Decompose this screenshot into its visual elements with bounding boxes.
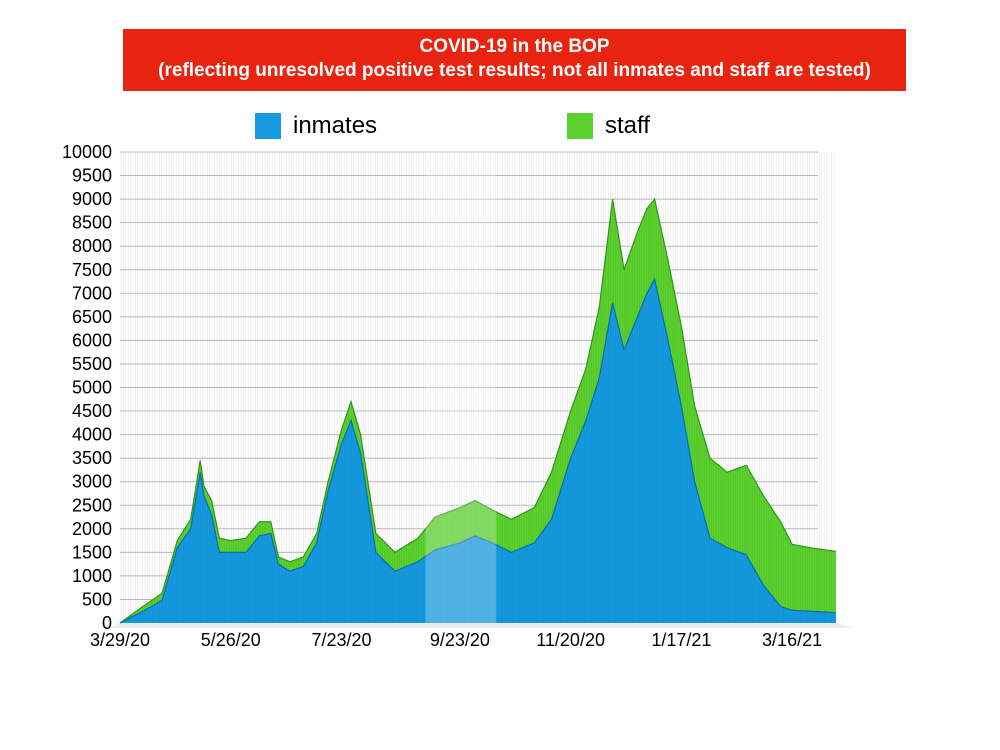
y-tick-label-6500: 6500 — [72, 307, 112, 327]
y-tick-label-8500: 8500 — [72, 213, 112, 233]
x-tick-label-7-23-20: 7/23/20 — [311, 630, 371, 650]
y-tick-label-9500: 9500 — [72, 166, 112, 186]
y-tick-label-1500: 1500 — [72, 542, 112, 562]
x-tick-label-3-16-21: 3/16/21 — [762, 630, 822, 650]
plot-floor — [110, 623, 854, 628]
chart-title-box: COVID-19 in the BOP (reflecting unresolv… — [123, 29, 906, 91]
highlight-band — [425, 152, 497, 623]
y-tick-label-7500: 7500 — [72, 260, 112, 280]
series-line-inmates — [119, 277, 837, 624]
x-tick-label-5-26-20: 5/26/20 — [201, 630, 261, 650]
series-line-staff — [119, 197, 837, 624]
legend-swatch-staff — [567, 113, 593, 139]
y-tick-label-5500: 5500 — [72, 354, 112, 374]
chart-subtitle: (reflecting unresolved positive test res… — [158, 60, 871, 81]
y-tick-label-4000: 4000 — [72, 425, 112, 445]
legend-swatch-inmates — [255, 113, 281, 139]
y-tick-label-8000: 8000 — [72, 236, 112, 256]
y-tick-label-1000: 1000 — [72, 566, 112, 586]
legend-label-staff: staff — [605, 112, 650, 139]
x-tick-label-11-20-20: 11/20/20 — [536, 630, 605, 650]
y-tick-label-3500: 3500 — [72, 448, 112, 468]
y-tick-label-6000: 6000 — [72, 330, 112, 350]
chart-title: COVID-19 in the BOP — [419, 36, 610, 57]
series-area-inmates — [120, 279, 836, 623]
y-tick-label-3000: 3000 — [72, 472, 112, 492]
legend-item-staff: staff — [567, 111, 650, 141]
x-tick-label-1-17-21: 1/17/21 — [651, 630, 711, 650]
y-tick-label-4500: 4500 — [72, 401, 112, 421]
y-tick-label-10000: 10000 — [62, 142, 112, 162]
y-tick-label-5000: 5000 — [72, 378, 112, 398]
x-tick-label-3-29-20: 3/29/20 — [90, 630, 150, 650]
legend-label-inmates: inmates — [293, 112, 378, 139]
y-tick-label-500: 500 — [82, 589, 112, 609]
y-tick-label-9000: 9000 — [72, 189, 112, 209]
y-tick-label-2000: 2000 — [72, 519, 112, 539]
legend-item-inmates: inmates — [255, 111, 377, 141]
x-tick-label-9-23-20: 9/23/20 — [430, 630, 490, 650]
y-tick-label-0: 0 — [102, 613, 112, 633]
y-tick-label-7000: 7000 — [72, 283, 112, 303]
y-tick-label-2500: 2500 — [72, 495, 112, 515]
